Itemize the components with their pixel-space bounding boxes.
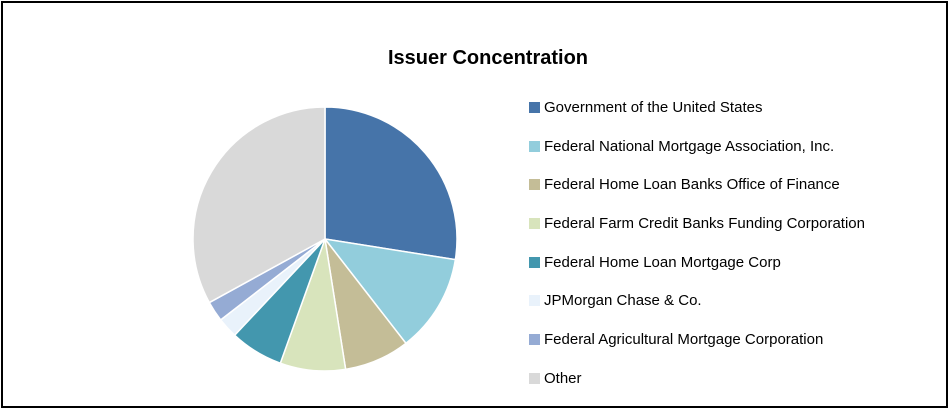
pie-slice-8 [192, 106, 326, 304]
legend-swatch [529, 372, 540, 384]
legend-item: Federal Home Loan Mortgage Corp [529, 243, 939, 282]
legend-item: Government of the United States [529, 88, 939, 127]
legend-swatch [529, 295, 540, 307]
legend-label: Federal Farm Credit Banks Funding Corpor… [544, 214, 865, 232]
legend-item: Federal Farm Credit Banks Funding Corpor… [529, 204, 939, 243]
chart-legend: Government of the United States Federal N… [529, 88, 939, 398]
legend-swatch [529, 179, 540, 191]
legend-label: Federal National Mortgage Association, I… [544, 137, 835, 155]
pie-slice-1 [324, 106, 458, 261]
legend-label: Federal Home Loan Mortgage Corp [544, 253, 781, 271]
legend-swatch [529, 217, 540, 229]
legend-label: Federal Agricultural Mortgage Corporatio… [544, 330, 824, 348]
legend-item: Federal Agricultural Mortgage Corporatio… [529, 320, 939, 359]
pie-slice-2 [323, 237, 457, 345]
legend-item: Federal Home Loan Banks Office of Financ… [529, 165, 939, 204]
legend-item: Other [529, 359, 939, 398]
legend-item: JPMorgan Chase & Co. [529, 281, 939, 320]
legend-label: Federal Home Loan Banks Office of Financ… [544, 176, 840, 194]
legend-label: Other [544, 369, 582, 387]
legend-swatch [529, 140, 540, 152]
legend-label: JPMorgan Chase & Co. [544, 292, 702, 310]
legend-swatch [529, 101, 540, 113]
chart-title: Issuer Concentration [387, 47, 589, 69]
legend-label: Government of the United States [544, 98, 763, 116]
pie-chart [192, 106, 458, 372]
legend-swatch [529, 256, 540, 268]
legend-swatch [529, 333, 540, 345]
legend-item: Federal National Mortgage Association, I… [529, 127, 939, 166]
